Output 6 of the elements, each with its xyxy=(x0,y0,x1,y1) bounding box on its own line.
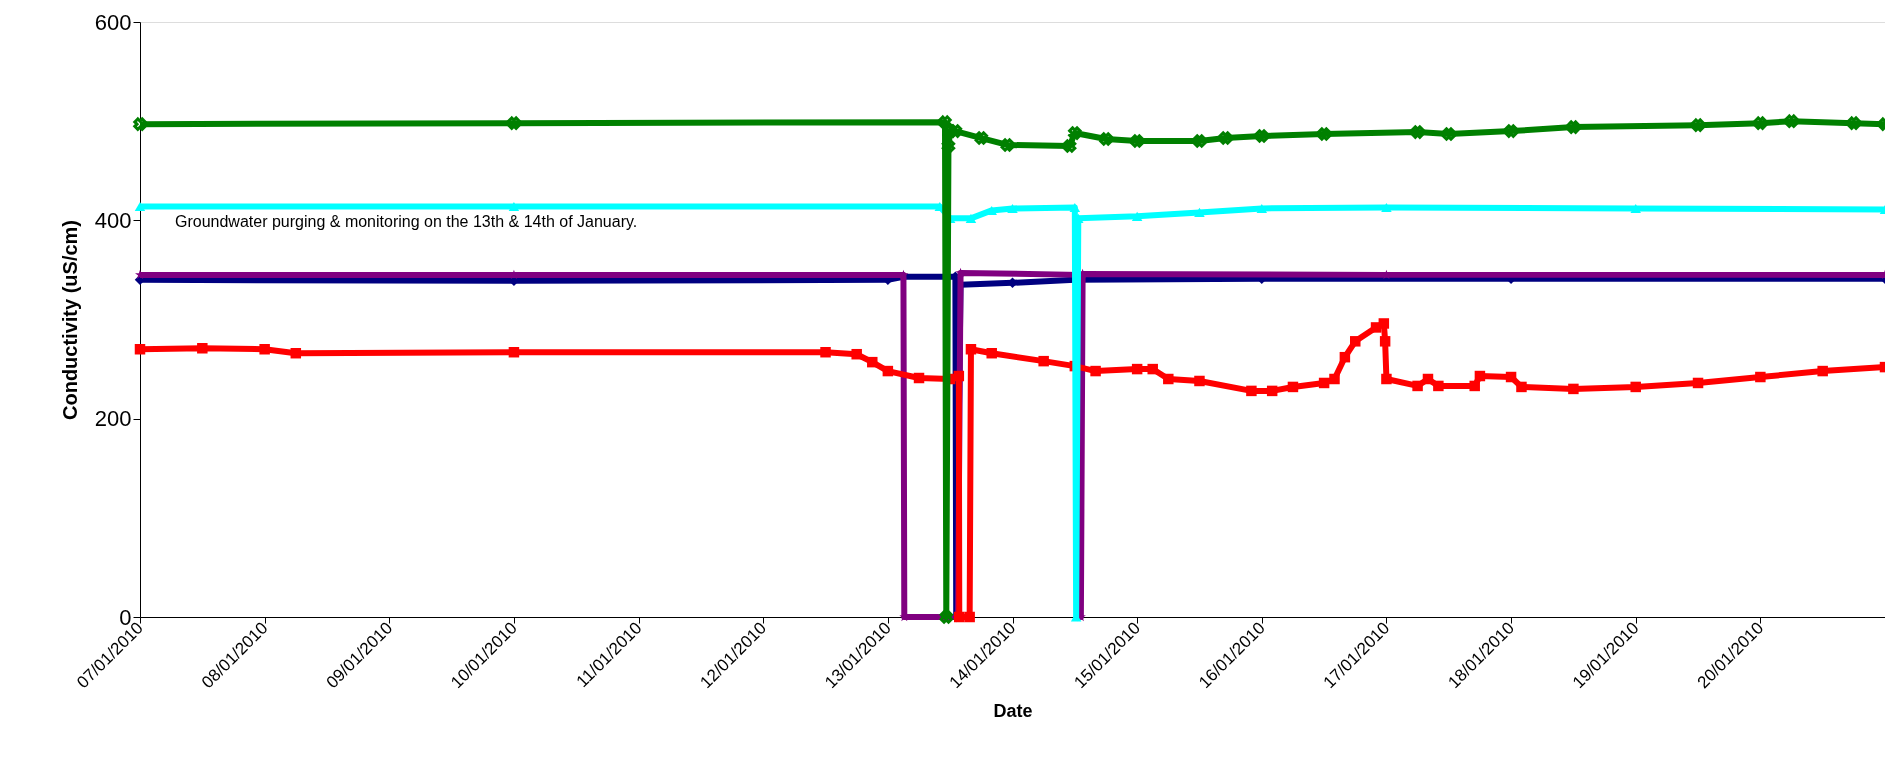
annotation: Groundwater purging & monitoring on the 13th & 14th of January. xyxy=(175,213,638,230)
x-axis-title: Date xyxy=(993,701,1033,722)
y-tick-label: 600 xyxy=(94,9,132,35)
y-tick-label: 400 xyxy=(94,207,132,233)
y-tick-label: 200 xyxy=(94,406,132,432)
y-axis-title: Conductivity (uS/cm) xyxy=(58,219,81,421)
